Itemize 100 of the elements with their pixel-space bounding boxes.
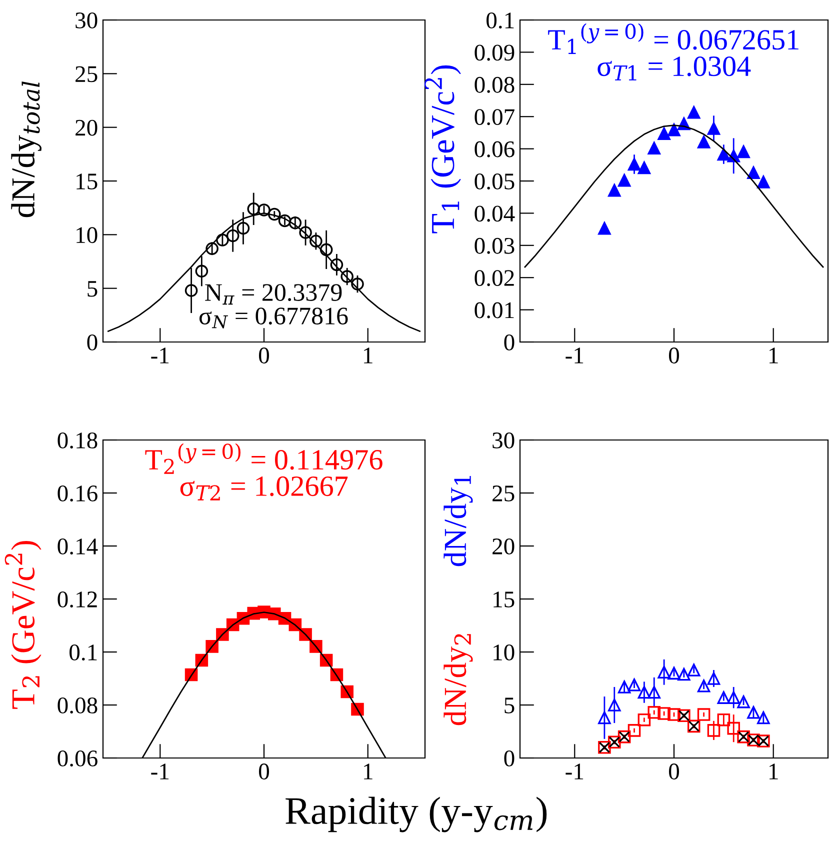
point	[278, 214, 292, 228]
point	[268, 208, 281, 221]
point	[648, 706, 661, 719]
point	[668, 666, 680, 680]
point	[727, 722, 740, 735]
x-axis-title: Rapidity (y-y$_{cm}$)	[286, 796, 547, 832]
x-tick-label: -1	[151, 764, 169, 780]
point	[737, 695, 750, 708]
y-tick-label: 0.06	[58, 750, 98, 767]
point	[658, 127, 670, 140]
y-tick-label: 30	[492, 432, 514, 448]
point	[707, 672, 720, 685]
point	[638, 686, 651, 699]
y-tick-label: 0.02	[474, 270, 514, 286]
x-tick-label: 1	[364, 764, 372, 780]
point	[351, 278, 364, 290]
point	[747, 706, 760, 719]
point	[678, 668, 690, 681]
point	[628, 678, 641, 692]
point	[628, 724, 641, 737]
y-tick-label: 20	[492, 538, 514, 554]
point	[727, 691, 740, 704]
x-tick-label: 0	[258, 348, 270, 364]
y-tick-label: 0.05	[474, 173, 514, 190]
annotation: N$_{π}$ = 20.3379	[205, 284, 342, 305]
point	[330, 258, 344, 272]
y-tick-label: 0.08	[474, 76, 514, 93]
y-tick-label: 0.09	[474, 44, 514, 61]
y-axis-title: T$_{2}$ (GeV/c$^{2}$)	[4, 540, 42, 709]
y-tick-label: 15	[494, 592, 514, 608]
point	[757, 176, 770, 188]
annotation: σ$_{N}$ = 0.677816	[199, 308, 348, 328]
point	[638, 161, 651, 174]
y-tick-label: 10	[494, 644, 514, 660]
point	[697, 136, 710, 148]
y2-axis-title: dN/dy$_{2}$	[444, 634, 473, 726]
point	[618, 680, 631, 694]
y-tick-label: 0.18	[58, 432, 98, 449]
point	[226, 229, 240, 242]
point	[658, 707, 670, 720]
y-tick-label: 15	[76, 174, 98, 190]
point	[206, 242, 218, 256]
point	[648, 142, 661, 155]
point	[707, 122, 720, 135]
annotation: T$_{2}$$^{(y=0)}$ = 0.114976	[145, 443, 382, 474]
annotation: σ$_{T2}$ = 1.02667	[180, 476, 348, 500]
annotation: T$_{1}$$^{(y=0)}$ = 0.0672651	[548, 23, 798, 54]
point	[757, 711, 770, 724]
point	[697, 708, 710, 721]
y-tick-label: 0.12	[58, 591, 97, 608]
y-tick-label: 5	[88, 281, 98, 297]
point	[320, 243, 333, 256]
y-tick-label: 0	[87, 334, 98, 350]
point	[747, 166, 760, 180]
point	[310, 234, 322, 248]
y-tick-label: 0	[504, 750, 514, 766]
point	[608, 698, 621, 712]
point	[247, 202, 260, 216]
y-tick-label: 0.1	[70, 644, 97, 661]
point	[608, 184, 621, 197]
x-tick-label: -1	[566, 764, 584, 780]
point	[628, 158, 641, 171]
point	[717, 691, 730, 704]
point	[648, 686, 661, 699]
y-tick-label: 25	[76, 66, 98, 82]
point	[687, 106, 700, 119]
y-tick-label: 0.04	[474, 206, 515, 222]
x-tick-label: 1	[770, 348, 778, 364]
point	[737, 145, 750, 158]
y-tick-label: 0	[504, 334, 514, 350]
y-tick-label: 0.1	[486, 12, 514, 29]
y-tick-label: 20	[76, 120, 98, 136]
point	[236, 222, 250, 235]
point	[638, 713, 651, 726]
point	[687, 664, 700, 676]
point	[717, 713, 730, 726]
point	[299, 226, 312, 239]
point	[184, 284, 198, 297]
y-axis-title: T$_{1}$ (GeV/c$^{2}$)	[424, 65, 462, 234]
x-tick-label: 1	[364, 348, 372, 364]
point	[288, 216, 302, 230]
y-tick-label: 25	[492, 486, 514, 502]
y-tick-label: 0.03	[474, 238, 514, 254]
point	[195, 264, 208, 278]
y-axis-title: dN/dy$_{total}$	[11, 81, 42, 218]
x-tick-label: 0	[668, 348, 680, 364]
y-tick-label: 30	[76, 12, 98, 28]
point	[697, 680, 710, 692]
x-tick-label: 1	[770, 764, 778, 780]
x-tick-label: 0	[668, 764, 680, 780]
x-tick-label: -1	[151, 348, 169, 364]
annotation: σ$_{T1}$ = 1.0304	[598, 56, 751, 80]
point	[717, 148, 730, 161]
y-tick-label: 0.08	[58, 697, 98, 714]
y-tick-label: 0.06	[474, 141, 514, 158]
point	[340, 270, 354, 283]
point	[216, 234, 229, 246]
y-tick-label: 0.07	[474, 109, 514, 126]
x-tick-label: -1	[566, 348, 584, 364]
x-tick-label: 0	[258, 764, 270, 780]
